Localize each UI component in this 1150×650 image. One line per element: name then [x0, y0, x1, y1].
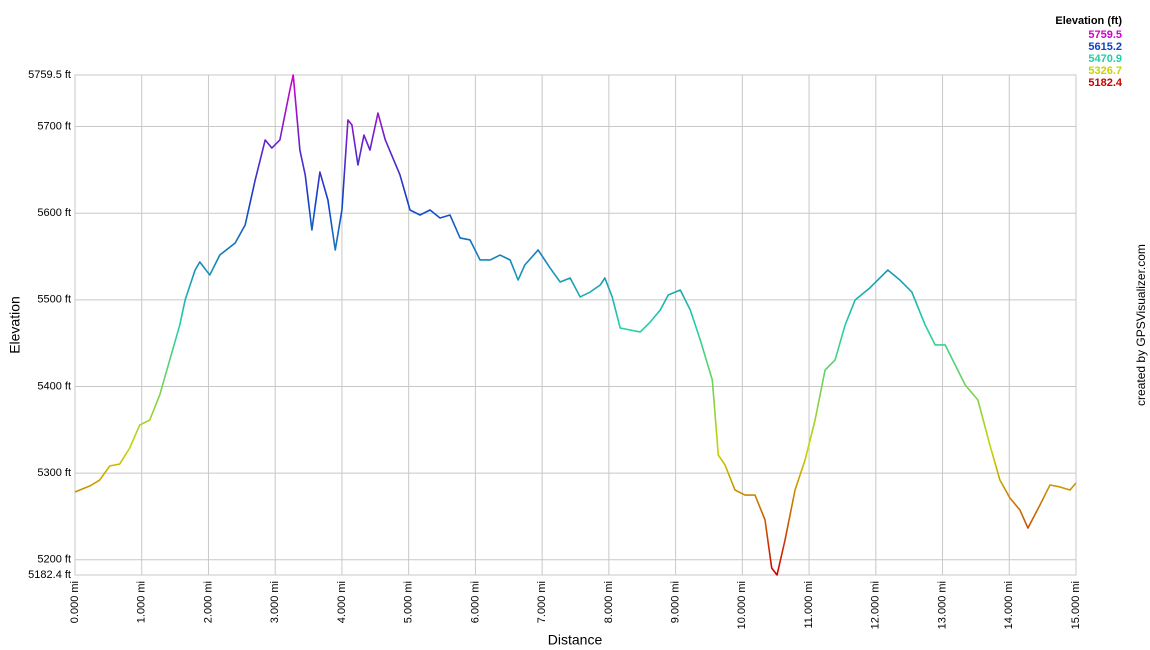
x-tick-label: 5.000 mi [403, 581, 415, 623]
x-tick-label: 14.000 mi [1003, 581, 1015, 629]
x-tick-label: 2.000 mi [202, 581, 214, 623]
x-tick-label: 1.000 mi [136, 581, 148, 623]
x-tick-label: 13.000 mi [936, 581, 948, 629]
x-axis-title: Distance [548, 632, 603, 648]
x-tick-label: 0.000 mi [69, 581, 81, 623]
y-tick-label: 5700 ft [37, 120, 71, 132]
plot-area [74, 74, 1077, 576]
x-tick-label: 9.000 mi [670, 581, 682, 623]
y-tick-label: 5400 ft [37, 380, 71, 392]
x-tick-label: 7.000 mi [536, 581, 548, 623]
y-tick-label: 5759.5 ft [28, 69, 71, 81]
x-tick-label: 11.000 mi [803, 581, 815, 629]
legend-value: 5759.5 [1088, 29, 1122, 41]
x-tick-label: 3.000 mi [269, 581, 281, 623]
legend-value: 5615.2 [1088, 41, 1122, 53]
x-tick-label: 4.000 mi [336, 581, 348, 623]
y-tick-label: 5200 ft [37, 554, 71, 566]
y-tick-label: 5600 ft [37, 207, 71, 219]
legend-value: 5470.9 [1088, 53, 1122, 65]
x-tick-label: 12.000 mi [870, 581, 882, 629]
legend-title: Elevation (ft) [1055, 15, 1122, 27]
x-tick-label: 15.000 mi [1070, 581, 1082, 629]
x-tick-label: 8.000 mi [603, 581, 615, 623]
elevation-line [74, 74, 1077, 576]
y-axis-title: Elevation [7, 296, 23, 354]
legend-value: 5182.4 [1088, 77, 1123, 89]
x-tick-label: 6.000 mi [469, 581, 481, 623]
legend-value: 5326.7 [1088, 65, 1122, 77]
credit: created by GPSVisualizer.com [1134, 244, 1148, 406]
y-tick-label: 5500 ft [37, 294, 71, 306]
y-tick-label: 5300 ft [37, 467, 71, 479]
x-tick-label: 10.000 mi [736, 581, 748, 629]
y-tick-label: 5182.4 ft [28, 569, 71, 581]
